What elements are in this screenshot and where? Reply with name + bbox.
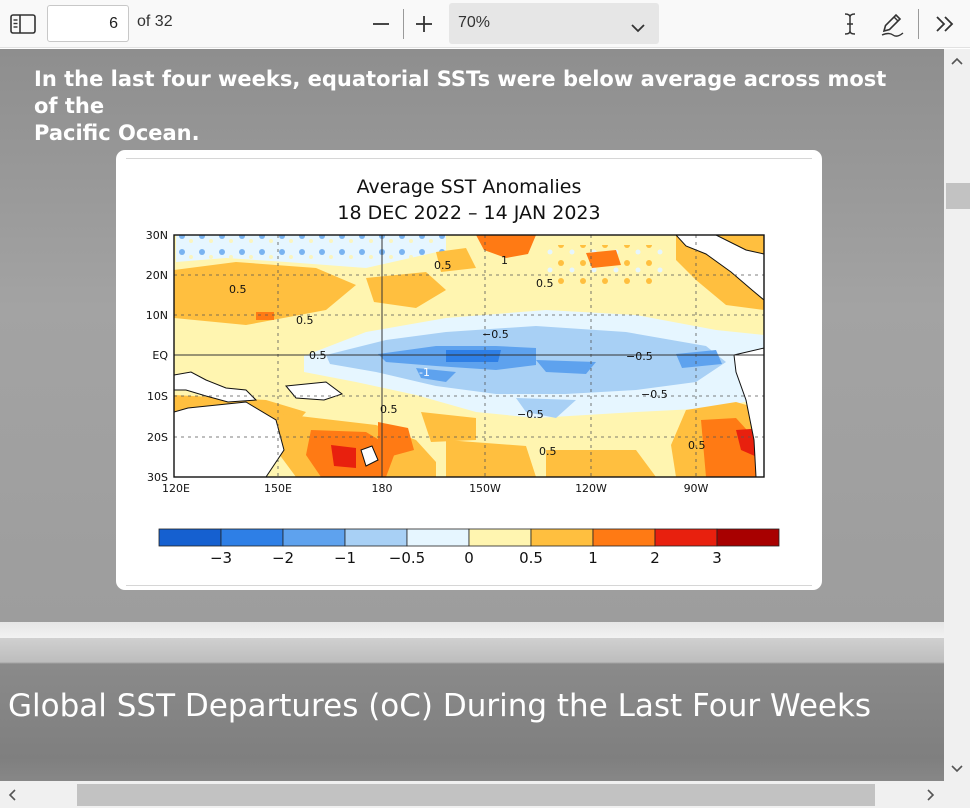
caption-line-2: Pacific Ocean. bbox=[34, 121, 200, 145]
toolbar-separator bbox=[918, 9, 919, 39]
lon-label: 120W bbox=[575, 482, 607, 495]
slide-caption: In the last four weeks, equatorial SSTs … bbox=[34, 66, 914, 147]
sst-anomaly-map: Average SST Anomalies 18 DEC 2022 – 14 J… bbox=[146, 176, 780, 567]
pdf-toolbar: of 32 70% bbox=[0, 0, 970, 48]
sst-anomaly-figure: Average SST Anomalies 18 DEC 2022 – 14 J… bbox=[116, 150, 822, 590]
contour-label: 0.5 bbox=[229, 283, 247, 296]
slide-page-7: Global SST Departures (oC) During the La… bbox=[0, 638, 944, 781]
chevron-down-icon bbox=[631, 18, 645, 37]
map-gridlines bbox=[174, 235, 764, 477]
colorbar-swatch bbox=[282, 528, 346, 547]
map-frame bbox=[173, 234, 765, 478]
vertical-scroll-thumb[interactable] bbox=[946, 183, 970, 209]
colorbar-label: −2 bbox=[272, 549, 294, 567]
lon-label: 150W bbox=[469, 482, 501, 495]
scroll-right-icon[interactable] bbox=[921, 785, 941, 805]
lon-label: 180 bbox=[372, 482, 393, 495]
colorbar-label: −3 bbox=[210, 549, 232, 567]
colorbar-swatch bbox=[406, 528, 470, 547]
contour-label: 0.5 bbox=[688, 439, 706, 452]
colorbar-label: 0 bbox=[464, 549, 474, 567]
scroll-up-icon[interactable] bbox=[946, 51, 968, 71]
page-gap bbox=[0, 622, 944, 638]
text-cursor-icon[interactable] bbox=[836, 8, 864, 40]
contour-label: -1 bbox=[419, 366, 430, 379]
lat-label: 20S bbox=[147, 431, 168, 444]
colorbar-label: −0.5 bbox=[389, 549, 425, 567]
colorbar-swatch bbox=[468, 528, 532, 547]
contour-label: −0.5 bbox=[517, 408, 544, 421]
contour-label: 0.5 bbox=[296, 314, 314, 327]
double-chevron-right-icon[interactable] bbox=[928, 8, 962, 40]
contour-labels: 0.5 0.5 0.5 1 0.5 0.5 −0.5 -1 0.5 −0.5 −… bbox=[229, 254, 706, 458]
colorbar-label: −1 bbox=[334, 549, 356, 567]
contour-label: 1 bbox=[501, 254, 508, 267]
lon-label: 120E bbox=[162, 482, 190, 495]
lat-label: EQ bbox=[152, 349, 168, 362]
contour-label: 0.5 bbox=[539, 445, 557, 458]
longitude-labels: 120E 150E 180 150W 120W 90W bbox=[162, 482, 709, 495]
pen-icon[interactable] bbox=[876, 8, 908, 40]
plus-icon[interactable] bbox=[408, 8, 440, 40]
colorbar-label: 1 bbox=[588, 549, 598, 567]
contour-label: 0.5 bbox=[309, 349, 327, 362]
contour-label: −0.5 bbox=[626, 350, 653, 363]
sidebar-toggle-icon[interactable] bbox=[6, 10, 40, 38]
colorbar-swatch bbox=[592, 528, 656, 547]
lon-label: 150E bbox=[264, 482, 292, 495]
vertical-scrollbar[interactable] bbox=[944, 49, 970, 781]
document-viewport[interactable]: In the last four weeks, equatorial SSTs … bbox=[0, 49, 944, 781]
scroll-down-icon[interactable] bbox=[946, 759, 968, 779]
lat-label: 20N bbox=[146, 269, 168, 282]
colorbar-swatch bbox=[654, 528, 718, 547]
colorbar-label: 3 bbox=[712, 549, 722, 567]
contour-label: 0.5 bbox=[380, 403, 398, 416]
colorbar-swatch bbox=[344, 528, 408, 547]
colorbar-swatch bbox=[716, 528, 780, 547]
colorbar: −3 −2 −1 −0.5 0 0.5 1 2 3 bbox=[158, 528, 780, 567]
caption-line-1: In the last four weeks, equatorial SSTs … bbox=[34, 67, 887, 118]
anomaly-field bbox=[174, 235, 764, 477]
contour-label: −0.5 bbox=[482, 328, 509, 341]
slide-7-title: Global SST Departures (oC) During the La… bbox=[8, 688, 872, 724]
card-bottom-rule bbox=[126, 585, 812, 586]
slide-page-6: In the last four weeks, equatorial SSTs … bbox=[0, 49, 944, 622]
colorbar-swatch bbox=[158, 528, 222, 547]
lat-label: 10N bbox=[146, 309, 168, 322]
figure-title-line-1: Average SST Anomalies bbox=[357, 176, 582, 198]
colorbar-label: 0.5 bbox=[519, 549, 543, 567]
lat-label: 30N bbox=[146, 229, 168, 242]
card-top-rule bbox=[126, 158, 812, 159]
contour-label: 0.5 bbox=[434, 259, 452, 272]
lat-label: 30S bbox=[147, 471, 168, 484]
page-total-label: of 32 bbox=[137, 13, 173, 30]
lon-label: 90W bbox=[684, 482, 709, 495]
colorbar-swatch bbox=[530, 528, 594, 547]
contour-label: −0.5 bbox=[641, 388, 668, 401]
zoom-value: 70% bbox=[458, 14, 491, 31]
zoom-select[interactable]: 70% bbox=[449, 3, 659, 44]
lat-label: 10S bbox=[147, 390, 168, 403]
horizontal-scroll-thumb[interactable] bbox=[77, 784, 875, 806]
page-number-input[interactable] bbox=[47, 5, 129, 42]
minus-icon[interactable] bbox=[366, 8, 396, 40]
figure-title-line-2: 18 DEC 2022 – 14 JAN 2023 bbox=[337, 202, 600, 224]
scroll-left-icon[interactable] bbox=[2, 785, 22, 805]
colorbar-swatch bbox=[220, 528, 284, 547]
colorbar-label: 2 bbox=[650, 549, 660, 567]
toolbar-separator bbox=[403, 9, 404, 39]
latitude-labels: 30N 20N 10N EQ 10S 20S 30S bbox=[146, 229, 169, 484]
scrollbar-corner bbox=[944, 781, 970, 808]
contour-label: 0.5 bbox=[536, 277, 554, 290]
horizontal-scrollbar[interactable] bbox=[0, 781, 944, 808]
